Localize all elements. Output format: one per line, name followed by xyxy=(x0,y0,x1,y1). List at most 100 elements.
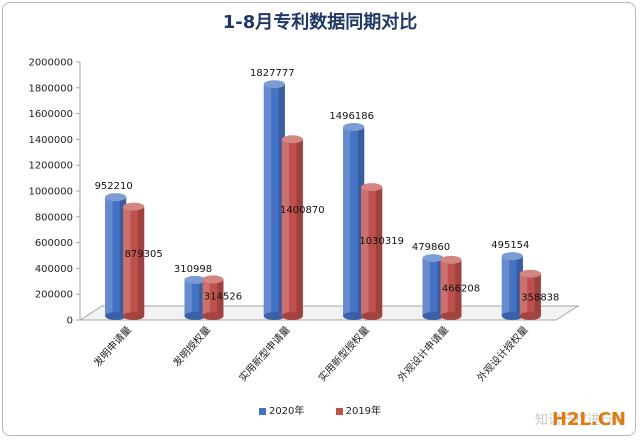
y-axis: 0 200000 400000 600000 800000 1000000 1200000 1… xyxy=(28,58,81,327)
bar-2019 xyxy=(440,255,462,320)
bar-top-cap xyxy=(123,202,145,211)
x-category-label: 外观设计授权量 xyxy=(474,323,531,384)
bar-2020 xyxy=(184,275,206,320)
data-label: 879305 xyxy=(125,249,163,260)
bar-highlight xyxy=(105,197,113,316)
legend-swatch-2019 xyxy=(335,407,343,415)
bar-shadow xyxy=(296,139,303,316)
bar-highlight xyxy=(123,206,131,316)
bar-shadow xyxy=(357,126,365,316)
bar-bottom-cap xyxy=(263,312,285,320)
bar-highlight xyxy=(422,258,430,316)
bar-bottom-cap xyxy=(202,312,224,320)
bar-2019 xyxy=(361,183,383,320)
bar-top-cap xyxy=(343,122,365,131)
data-label: 952210 xyxy=(95,181,133,192)
y-tick-label: 600000 xyxy=(35,238,73,249)
bar-bottom-cap xyxy=(361,312,383,320)
bar-shadow xyxy=(437,258,444,316)
bar-top-cap xyxy=(105,193,127,202)
bar-shadow xyxy=(516,256,523,316)
data-label: 1827777 xyxy=(250,68,295,79)
bar-2019 xyxy=(202,275,224,320)
bar-highlight xyxy=(343,126,351,316)
legend-item-2019: 2019年 xyxy=(335,402,382,417)
x-category-label: 发明申请量 xyxy=(91,323,134,369)
y-tick-label: 1200000 xyxy=(28,161,73,172)
bar-group xyxy=(105,80,541,320)
brand-logo: H2L.CN xyxy=(551,409,626,430)
y-tick-label: 200000 xyxy=(35,290,73,301)
bar-top-cap xyxy=(519,269,541,278)
chart-title: 1-8月专利数据同期对比 xyxy=(222,12,418,33)
y-tick-label: 800000 xyxy=(35,212,73,223)
x-category-label: 发明授权量 xyxy=(170,323,213,369)
bar-top-cap xyxy=(361,183,383,192)
bar-2020 xyxy=(263,80,285,320)
legend-label-2019: 2019年 xyxy=(345,406,382,417)
bar-shadow xyxy=(199,279,206,316)
bar-2019 xyxy=(519,269,541,320)
bar-bottom-cap xyxy=(343,312,365,320)
data-label: 466208 xyxy=(442,284,480,295)
data-label: 479860 xyxy=(412,242,450,253)
legend-swatch-2020 xyxy=(258,407,266,415)
bar-bottom-cap xyxy=(519,312,541,320)
bar-top-cap xyxy=(184,275,206,284)
bar-shadow xyxy=(534,273,541,316)
bar-highlight xyxy=(519,273,528,316)
bar-2020 xyxy=(422,254,444,320)
bar-highlight xyxy=(202,279,210,316)
watermark-text: 知识产权进行时 xyxy=(534,413,626,428)
bar-2020 xyxy=(501,252,523,320)
data-label: 1030319 xyxy=(359,236,404,247)
data-label: 1400870 xyxy=(280,205,325,216)
legend-label-2020: 2020年 xyxy=(268,406,305,417)
bar-2020 xyxy=(105,193,127,320)
y-tick-label: 2000000 xyxy=(28,58,73,69)
legend-item-2020: 2020年 xyxy=(258,402,305,417)
bar-2019 xyxy=(123,202,145,320)
bar-highlight xyxy=(440,259,448,316)
x-category-label: 外观设计申请量 xyxy=(395,323,452,384)
bar-2020 xyxy=(343,122,365,320)
bar-shadow xyxy=(455,259,462,316)
bar-bottom-cap xyxy=(422,312,444,320)
bar-shadow xyxy=(137,206,145,316)
bar-highlight xyxy=(361,187,369,316)
bar-top-cap xyxy=(263,80,285,89)
bar-top-cap xyxy=(202,275,224,284)
data-labels: 952210 879305 310998 314526 1827777 1400870 14… xyxy=(95,68,560,303)
bar-bottom-cap xyxy=(105,312,127,320)
bar-top-cap xyxy=(440,255,462,264)
y-tick-label: 1400000 xyxy=(28,135,73,146)
data-label: 495154 xyxy=(491,240,529,251)
y-tick-label: 0 xyxy=(67,316,73,327)
y-tick-label: 1000000 xyxy=(28,187,73,198)
y-tick-label: 400000 xyxy=(35,264,73,275)
bar-top-cap xyxy=(422,254,444,263)
bar-bottom-cap xyxy=(123,312,145,320)
bar-bottom-cap xyxy=(501,312,523,320)
bar-top-cap xyxy=(501,252,523,261)
bar-highlight xyxy=(281,139,290,316)
bar-shadow xyxy=(119,197,127,316)
data-label: 314526 xyxy=(204,291,242,302)
data-label: 358838 xyxy=(521,293,559,304)
bar-shadow xyxy=(375,187,383,316)
x-category-label: 实用新型申请量 xyxy=(236,323,293,384)
legend: 2020年 2019年 xyxy=(0,402,640,417)
y-tick-label: 1800000 xyxy=(28,83,73,94)
bar-bottom-cap xyxy=(184,312,206,320)
bar-highlight xyxy=(184,279,192,316)
bar-top-cap xyxy=(281,135,303,144)
x-axis-labels: 发明申请量 发明授权量 实用新型申请量 实用新型授权量 外观设计申请量 外观设计授权量 xyxy=(91,323,531,384)
y-tick-label: 1600000 xyxy=(28,109,73,120)
x-category-label: 实用新型授权量 xyxy=(315,323,372,384)
bar-shadow xyxy=(278,84,285,316)
bar-highlight xyxy=(501,256,510,316)
bar-bottom-cap xyxy=(281,312,303,320)
data-label: 310998 xyxy=(174,264,212,275)
bar-shadow xyxy=(217,279,224,316)
